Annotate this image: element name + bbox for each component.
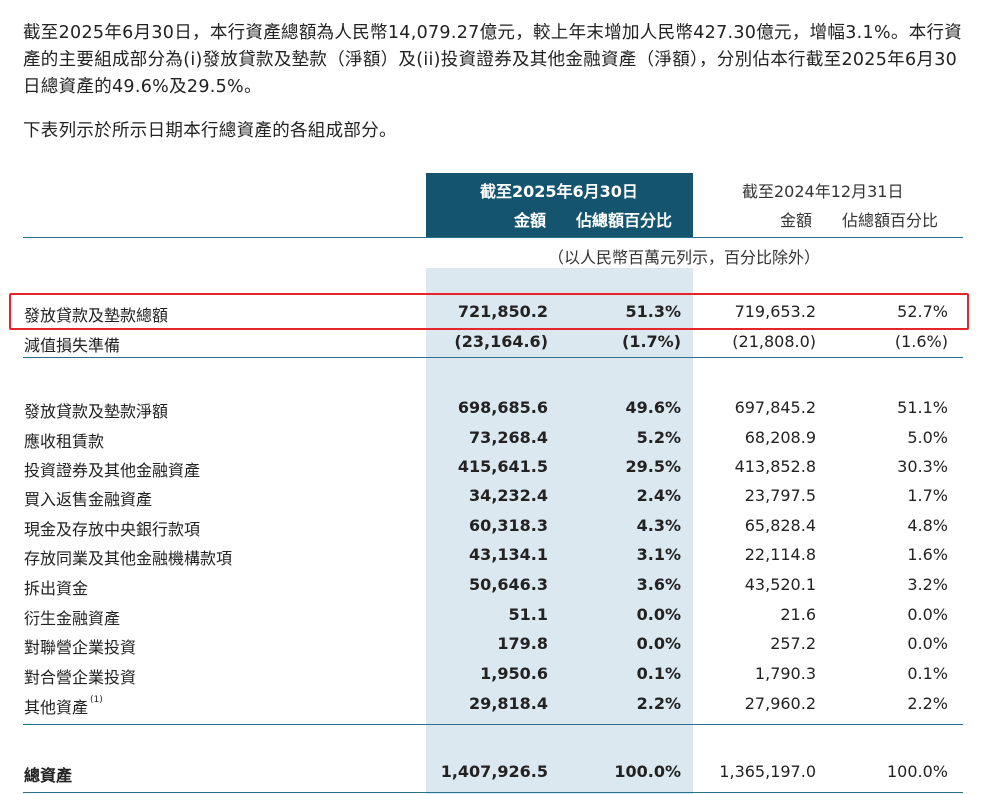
row-label: 對合營企業投資 [24,668,137,687]
row-label: 衍生金融資產 [24,609,121,628]
current-percent-cell: 51.3% [625,302,681,321]
current-amount-cell: 698,685.6 [457,398,548,417]
current-percent-cell: 0.0% [636,605,681,624]
row-label: 現金及存放中央銀行款項 [24,520,201,539]
current-percent-cell: 4.3% [636,516,681,535]
prior-amount-cell: 22,114.8 [744,545,816,564]
prior-percent-cell: 0.1% [907,664,948,683]
current-amount-cell: 43,134.1 [469,545,548,564]
prior-amount-cell: 27,960.2 [744,694,816,713]
current-period-column-band [426,268,693,794]
row-label: 拆出資金 [24,579,89,598]
prior-amount-cell: 1,365,197.0 [719,762,816,781]
current-period-label: 截至2025年6月30日 [480,182,638,201]
current-percent-header: 佔總額百分比 [576,211,673,230]
prior-amount-cell: 413,852.8 [734,457,816,476]
prior-percent-cell: 30.3% [897,457,948,476]
current-percent-cell: 0.0% [636,634,681,653]
current-percent-cell: 100.0% [614,762,681,781]
prior-percent-cell: 4.8% [907,516,948,535]
current-amount-cell: 415,641.5 [457,457,548,476]
current-amount-header: 金額 [514,211,547,230]
row-label: 減值損失準備 [24,336,121,355]
current-amount-cell: (23,164.6) [454,332,548,351]
current-amount-cell: 1,407,926.5 [440,762,548,781]
prior-percent-cell: 3.2% [907,575,948,594]
footnote-marker: (1) [90,695,103,705]
prior-amount-cell: 43,520.1 [744,575,816,594]
prior-percent-cell: 100.0% [886,762,948,781]
prior-percent-cell: 0.0% [907,634,948,653]
current-amount-cell: 721,850.2 [457,302,548,321]
prior-period-label: 截至2024年12月31日 [742,182,904,201]
row-label: 發放貸款及墊款淨額 [24,402,169,421]
current-percent-cell: 2.2% [636,694,681,713]
prior-percent-cell: 5.0% [907,428,948,447]
prior-percent-cell: (1.6%) [894,332,948,351]
row-label: 總資產 [24,766,73,785]
row-label: 對聯營企業投資 [24,638,137,657]
current-percent-cell: (1.7%) [622,332,681,351]
current-percent-cell: 5.2% [636,428,681,447]
prior-percent-cell: 51.1% [897,398,948,417]
current-period-header [426,173,693,237]
prior-amount-cell: (21,808.0) [732,332,816,351]
unit-note: （以人民幣百萬元列示，百分比除外） [548,248,821,267]
section-rule-1 [23,357,963,358]
section-rule-2 [23,724,963,725]
intro-paragraph: 截至2025年6月30日，本行資產總額為人民幣14,079.27億元，較上年末增… [23,23,963,97]
section-rule-3 [23,792,963,793]
current-amount-cell: 51.1 [508,605,548,624]
current-percent-cell: 2.4% [636,486,681,505]
prior-percent-cell: 0.0% [907,605,948,624]
prior-percent-cell: 2.2% [907,694,948,713]
row-label: 買入返售金融資產 [24,490,153,509]
current-percent-cell: 3.6% [636,575,681,594]
current-amount-cell: 73,268.4 [469,428,548,447]
current-amount-cell: 34,232.4 [469,486,548,505]
prior-amount-cell: 719,653.2 [734,302,816,321]
row-label: 發放貸款及墊款總額 [24,306,169,325]
current-amount-cell: 179.8 [497,634,548,653]
table-intro: 下表列示於所示日期本行總資產的各組成部分。 [23,121,397,141]
current-amount-cell: 60,318.3 [469,516,548,535]
prior-amount-cell: 1,790.3 [754,664,816,683]
current-percent-cell: 49.6% [625,398,681,417]
highlight-box [9,293,969,330]
prior-amount-cell: 257.2 [770,634,816,653]
current-amount-cell: 50,646.3 [469,575,548,594]
prior-amount-header: 金額 [780,211,813,230]
prior-amount-cell: 697,845.2 [734,398,816,417]
current-percent-cell: 3.1% [636,545,681,564]
current-amount-cell: 29,818.4 [469,694,548,713]
prior-amount-cell: 23,797.5 [744,486,816,505]
prior-amount-cell: 68,208.9 [744,428,816,447]
current-percent-cell: 0.1% [636,664,681,683]
current-percent-cell: 29.5% [625,457,681,476]
row-label: 其他資產 (1) [24,695,103,717]
row-label: 存放同業及其他金融機構款項 [24,549,233,568]
row-label: 應收租賃款 [24,432,105,451]
prior-percent-cell: 52.7% [897,302,948,321]
prior-percent-header: 佔總額百分比 [842,211,939,230]
current-amount-cell: 1,950.6 [480,664,548,683]
prior-amount-cell: 21.6 [780,605,816,624]
prior-percent-cell: 1.6% [907,545,948,564]
header-rule [23,237,963,238]
prior-amount-cell: 65,828.4 [744,516,816,535]
row-label: 投資證券及其他金融資產 [24,461,201,480]
prior-percent-cell: 1.7% [907,486,948,505]
